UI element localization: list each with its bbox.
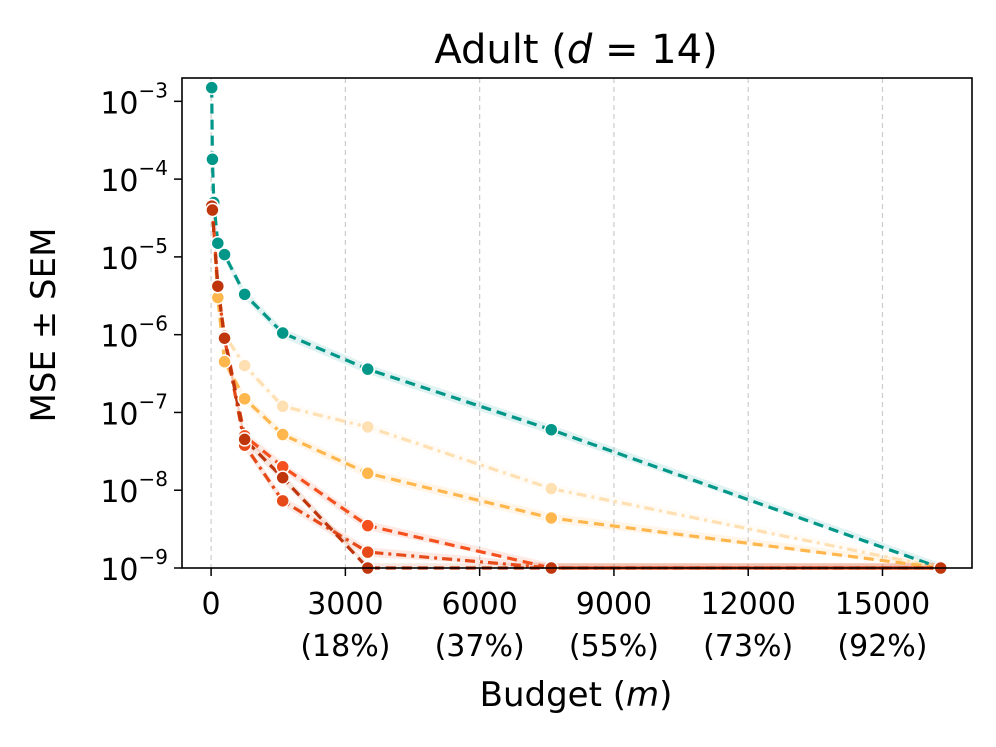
series-2-point-5 xyxy=(275,427,290,442)
x-tick-label-1: 3000 xyxy=(307,587,383,622)
y-axis-ticks: 10−3 10−4 10−5 10−6 10−7 10−8 10−9 xyxy=(100,78,182,588)
x-tick-label-4: 12000 xyxy=(700,587,795,622)
x-tick-sublabel-2: (37%) xyxy=(435,629,525,664)
y-tick-label-4: 10−7 xyxy=(100,389,168,432)
series-4-point-6 xyxy=(360,544,376,560)
series-4-point-5 xyxy=(275,493,290,509)
x-tick-label-3: 9000 xyxy=(576,587,652,622)
x-tick-label-0: 0 xyxy=(202,587,221,622)
x-tick-sublabel-3: (55%) xyxy=(569,629,659,664)
chart-title: Adult (d = 14) xyxy=(434,27,717,73)
series-band-3 xyxy=(211,201,941,568)
y-tick-label-3: 10−6 xyxy=(100,312,168,355)
series-5-point-3 xyxy=(217,330,232,346)
y-tick-label-2: 10−5 xyxy=(100,234,168,277)
series-0-point-0 xyxy=(204,80,219,95)
series-1-point-5 xyxy=(275,399,290,414)
series-2-point-4 xyxy=(237,391,252,406)
y-tick-label-1: 10−4 xyxy=(100,156,168,199)
series-5-point-5 xyxy=(275,470,290,485)
series-0-point-8 xyxy=(544,422,559,437)
series-line-4 xyxy=(210,205,941,570)
series-band-2 xyxy=(211,201,941,568)
plot-frame xyxy=(181,77,973,569)
x-axis-label: Budget (m) xyxy=(480,675,673,715)
series-points xyxy=(204,80,948,576)
series-band-5 xyxy=(211,201,941,568)
error-bands xyxy=(211,82,941,569)
series-0-point-7 xyxy=(360,361,376,377)
series-0-point-3 xyxy=(210,235,226,251)
x-tick-sublabel-4: (73%) xyxy=(703,629,793,664)
x-tick-sublabel-1: (18%) xyxy=(300,629,390,664)
series-band-1 xyxy=(211,201,941,568)
series-5-point-2 xyxy=(210,278,226,294)
y-tick-label-6: 10−9 xyxy=(100,545,168,588)
series-0-point-1 xyxy=(205,152,220,167)
series-1-point-6 xyxy=(360,419,376,435)
series-0-point-6 xyxy=(275,325,290,341)
y-tick-label-0: 10−3 xyxy=(100,78,168,121)
x-tick-sublabel-5: (92%) xyxy=(837,629,927,664)
x-tick-label-5: 15000 xyxy=(835,587,930,622)
series-0-point-5 xyxy=(237,287,252,302)
series-band-4 xyxy=(211,201,941,568)
series-5-point-4 xyxy=(237,432,252,447)
series-0-point-4 xyxy=(217,247,232,262)
x-tick-label-2: 6000 xyxy=(441,587,517,622)
grid-lines xyxy=(210,78,884,568)
series-2-point-7 xyxy=(544,510,559,526)
series-3-point-6 xyxy=(360,518,376,533)
series-2-point-6 xyxy=(360,466,376,481)
series-5-point-1 xyxy=(205,202,220,218)
series-line-0 xyxy=(210,87,942,570)
y-tick-label-5: 10−8 xyxy=(100,467,168,510)
series-1-point-7 xyxy=(544,481,559,496)
series-2-point-3 xyxy=(217,354,232,369)
y-axis-label: MSE ± SEM xyxy=(24,228,64,423)
x-axis-ticks: 0 3000 (18%) 6000 (37%) 9000 (55%) 12000 (73%) 15… xyxy=(202,568,930,664)
series-1-point-4 xyxy=(237,358,252,373)
